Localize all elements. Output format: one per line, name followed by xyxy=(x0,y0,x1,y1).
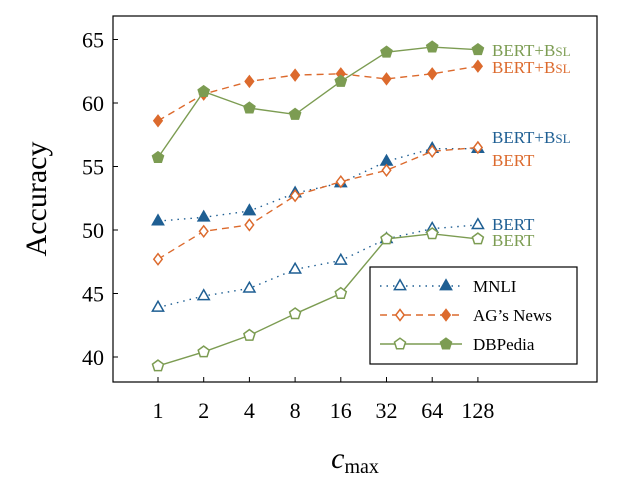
x-axis-title-main: c xyxy=(331,442,344,475)
data-point xyxy=(471,217,485,230)
x-tick-label: 16 xyxy=(330,398,352,423)
y-tick-label: 60 xyxy=(82,91,104,116)
legend-label: AG’s News xyxy=(473,306,552,325)
data-point xyxy=(198,224,209,239)
series-end-label: BERT+BSL xyxy=(492,58,571,77)
series-end-label: BERT+BSL xyxy=(492,41,571,60)
x-tick-label: 2 xyxy=(198,398,209,423)
legend: MNLI AG’s News DBPedia xyxy=(369,266,578,365)
x-axis-title: cmax xyxy=(331,442,379,478)
data-point xyxy=(472,59,484,73)
legend-label: DBPedia xyxy=(473,335,535,354)
legend-marker-filled xyxy=(439,337,453,350)
data-point xyxy=(289,188,301,203)
data-point xyxy=(197,84,211,98)
data-point xyxy=(242,203,257,216)
data-point xyxy=(427,144,438,159)
data-point xyxy=(425,40,439,53)
data-point xyxy=(151,213,165,226)
legend-item-mnli: MNLI xyxy=(380,277,517,296)
series-end-label-suffix: SL xyxy=(555,131,570,146)
y-tick-label: 50 xyxy=(82,218,104,243)
legend-label: MNLI xyxy=(473,277,517,296)
legend-marker-open xyxy=(394,308,406,322)
legend-item-ag: AG’s News xyxy=(380,306,552,325)
data-point xyxy=(151,359,165,372)
series-end-label-base: BERT xyxy=(492,151,535,170)
data-point xyxy=(152,114,164,128)
legend-marker-filled xyxy=(440,308,452,322)
series-line xyxy=(157,233,478,367)
series-dbp_bsl xyxy=(151,40,485,164)
y-tick-label: 65 xyxy=(82,28,104,53)
series-line xyxy=(157,65,479,122)
data-point xyxy=(379,153,394,166)
x-tick-label: 8 xyxy=(290,398,301,423)
plot-frame xyxy=(112,15,598,383)
x-tick-label: 1 xyxy=(153,398,164,423)
data-point xyxy=(334,74,348,87)
data-point xyxy=(288,107,302,120)
series-end-label-base: BERT+B xyxy=(492,58,555,77)
data-point xyxy=(243,101,256,114)
data-point xyxy=(335,174,346,189)
data-point xyxy=(197,345,211,358)
x-tick-label: 64 xyxy=(421,398,443,423)
legend-marker-open xyxy=(393,337,407,350)
data-point xyxy=(334,286,348,299)
x-tick-label: 128 xyxy=(461,398,494,423)
data-point xyxy=(244,74,255,89)
data-point xyxy=(151,299,165,312)
series-line xyxy=(157,147,478,222)
data-point xyxy=(152,252,164,266)
y-axis-title: Accuracy xyxy=(20,142,53,257)
series-end-label-base: BERT xyxy=(492,231,535,250)
series-end-label: BERT xyxy=(492,231,535,250)
data-point xyxy=(381,163,392,178)
data-point xyxy=(288,261,302,274)
y-tick-label: 55 xyxy=(82,155,104,180)
series-end-label: BERT xyxy=(492,151,535,170)
data-point xyxy=(427,67,438,81)
chart-marks xyxy=(151,40,485,372)
series-ag_bert xyxy=(152,140,484,266)
x-axis-title-subscript: max xyxy=(344,456,378,478)
data-point xyxy=(425,227,439,240)
data-point xyxy=(244,218,255,232)
data-point xyxy=(196,288,211,301)
legend-marker-open xyxy=(393,278,407,291)
data-point xyxy=(243,328,256,341)
series-line xyxy=(157,46,478,158)
series-end-label-base: BERT xyxy=(492,215,535,234)
series-line xyxy=(157,146,478,260)
legend-marker-filled xyxy=(439,278,453,291)
data-point xyxy=(380,232,393,245)
y-tick-label: 45 xyxy=(82,282,104,307)
y-tick-label: 40 xyxy=(82,345,104,370)
data-point xyxy=(471,42,485,56)
chart-axes: 40 45 50 55 60 65 1 2 4 8 16 32 64 128 xyxy=(82,28,494,424)
data-point xyxy=(288,307,302,320)
series-end-label-base: BERT+B xyxy=(492,128,555,147)
data-point xyxy=(472,140,484,155)
data-point xyxy=(196,209,211,222)
series-end-label: BERT+BSL xyxy=(492,128,571,147)
data-point xyxy=(151,150,165,164)
series-end-label: BERT xyxy=(492,215,535,234)
series-end-label-suffix: SL xyxy=(555,61,570,76)
series-end-label-suffix: SL xyxy=(555,44,570,59)
data-point xyxy=(380,45,393,58)
legend-item-dbp: DBPedia xyxy=(380,335,535,354)
x-tick-label: 32 xyxy=(376,398,398,423)
series-end-label-base: BERT+B xyxy=(492,41,555,60)
x-tick-label: 4 xyxy=(244,398,255,423)
series-dbp_bert xyxy=(151,227,485,372)
data-point xyxy=(381,72,392,86)
data-point xyxy=(333,252,348,265)
data-point xyxy=(471,232,485,245)
data-point xyxy=(242,280,257,293)
data-point xyxy=(289,68,301,82)
